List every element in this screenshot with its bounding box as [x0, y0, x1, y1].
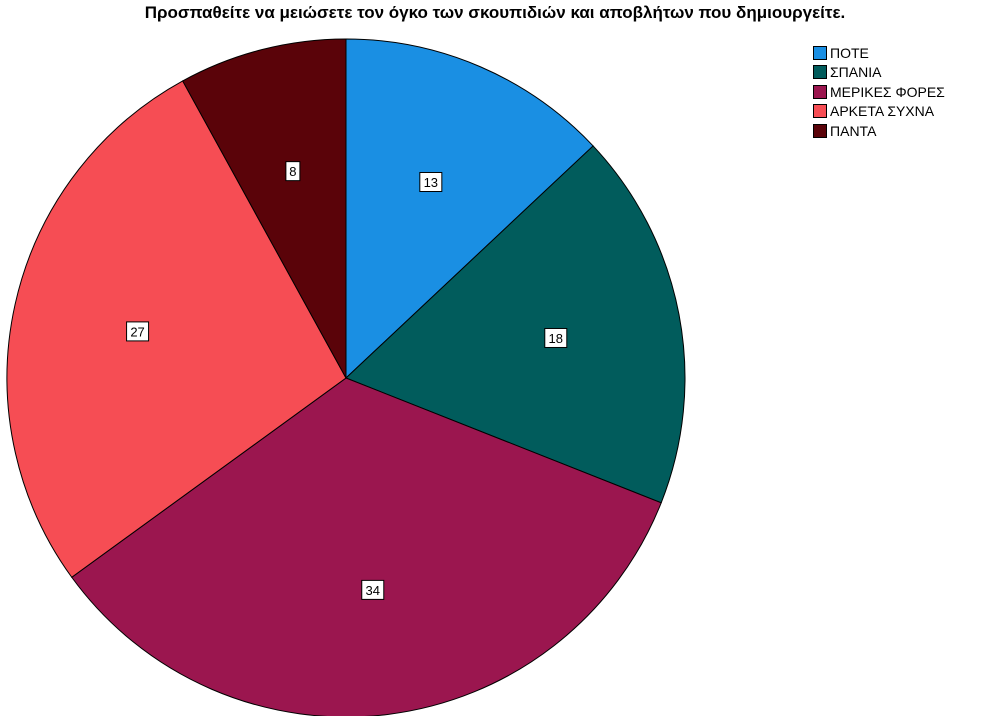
legend-label: ΣΠΑΝΙΑ	[830, 64, 882, 81]
legend: ΠΟΤΕ ΣΠΑΝΙΑ ΜΕΡΙΚΕΣ ΦΟΡΕΣ ΑΡΚΕΤΑ ΣΥΧΝΑ Π…	[813, 43, 945, 141]
legend-label: ΠΟΤΕ	[830, 44, 869, 61]
legend-label: ΠΑΝΤΑ	[830, 122, 877, 139]
data-label-box	[544, 327, 568, 348]
pie-data-labels: 13 18 34 27 8	[126, 161, 568, 600]
legend-item: ΠΑΝΤΑ	[813, 121, 945, 141]
legend-swatch	[813, 45, 827, 60]
pie-slices	[6, 38, 686, 716]
data-label-box	[285, 161, 301, 182]
data-label-text: 18	[549, 331, 563, 346]
data-label-text: 13	[424, 175, 438, 190]
data-label-box	[361, 579, 385, 600]
data-label: 18	[544, 327, 568, 348]
chart-title: Προσπαθείτε να μειώσετε τον όγκο των σκο…	[144, 3, 846, 22]
legend-swatch	[813, 84, 827, 99]
legend-item: ΜΕΡΙΚΕΣ ΦΟΡΕΣ	[813, 82, 945, 102]
data-label-box	[419, 171, 443, 192]
legend-swatch	[813, 123, 827, 138]
legend-item: ΠΟΤΕ	[813, 43, 945, 63]
legend-label: ΜΕΡΙΚΕΣ ΦΟΡΕΣ	[830, 83, 945, 100]
legend-label: ΑΡΚΕΤΑ ΣΥΧΝΑ	[830, 103, 935, 120]
legend-swatch	[813, 65, 827, 80]
data-label: 13	[419, 171, 443, 192]
pie-slice	[345, 145, 686, 504]
data-label-box	[126, 321, 150, 342]
legend-swatch	[813, 104, 827, 119]
data-label-text: 27	[130, 324, 144, 339]
data-label-text: 34	[366, 583, 380, 598]
pie-slice	[182, 38, 347, 379]
data-label: 8	[285, 161, 301, 182]
pie-slice	[71, 377, 662, 716]
legend-item: ΑΡΚΕΤΑ ΣΥΧΝΑ	[813, 102, 945, 122]
data-label-text: 8	[289, 164, 296, 179]
data-label: 27	[126, 321, 150, 342]
pie-slice	[6, 80, 347, 578]
pie-slice	[345, 38, 594, 380]
legend-item: ΣΠΑΝΙΑ	[813, 63, 945, 83]
data-label: 34	[361, 579, 385, 600]
